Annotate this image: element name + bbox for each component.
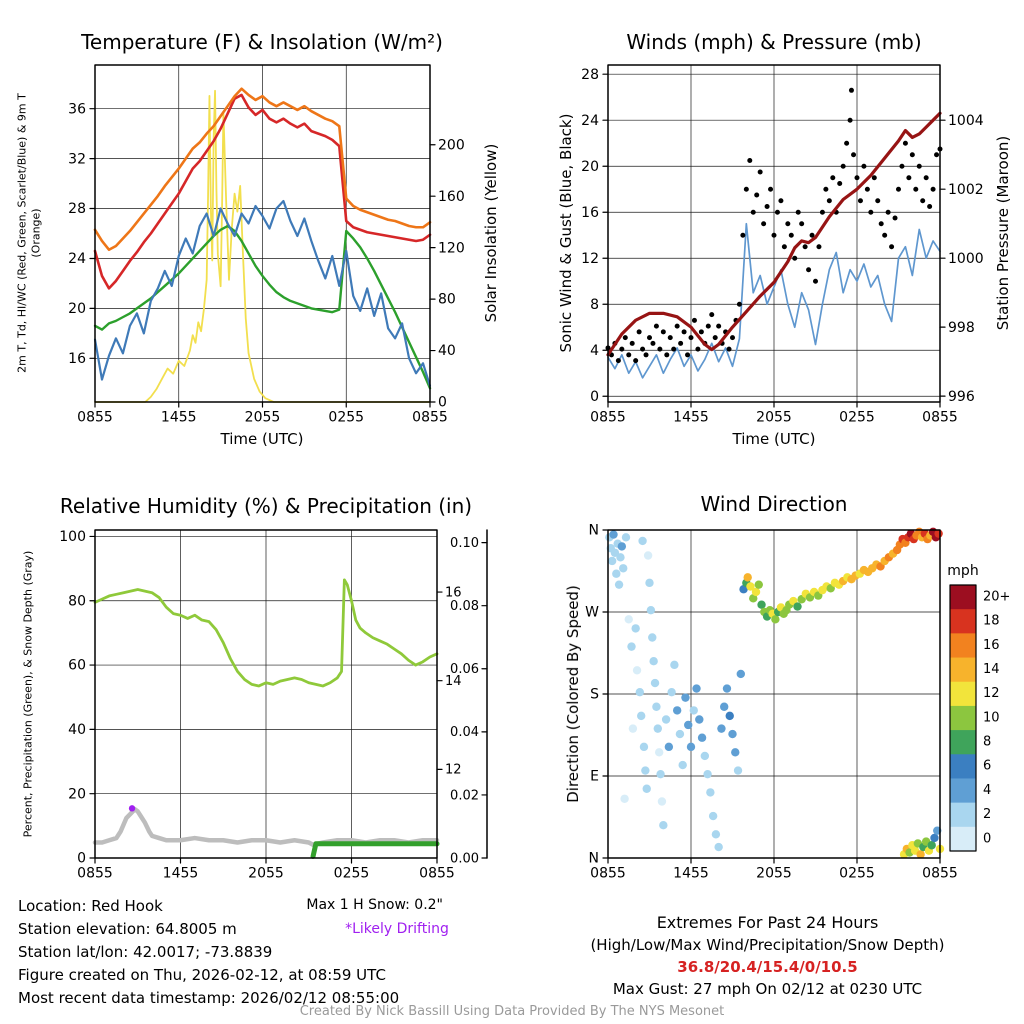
extremes-subtitle: (High/Low/Max Wind/Precipitation/Snow De… [590,936,945,954]
winds-chart-ylabel-right: Station Pressure (Maroon) [994,135,1012,331]
credit-line: Created By Nick Bassill Using Data Provi… [299,1004,725,1019]
temperature-chart-title: Temperature (F) & Insolation (W/m²) [81,30,443,54]
colorbar-title: mph [947,563,979,579]
winds-chart-xlabel: Time (UTC) [732,430,816,448]
max-snow-note: Max 1 H Snow: 0.2" [306,897,443,913]
footer-elevation: Station elevation: 64.8005 m [18,920,237,938]
extremes-values: 36.8/20.4/15.4/0/10.5 [677,958,858,976]
temperature-chart-xlabel: Time (UTC) [220,430,304,448]
direction-chart-ylabel-left: Direction (Colored By Speed) [564,585,582,803]
footer-latlon: Station lat/lon: 42.0017; -73.8839 [18,943,273,961]
winds-chart-ylabel-left: Sonic Wind & Gust (Blue, Black) [557,113,575,353]
extremes-title: Extremes For Past 24 Hours [656,913,879,932]
drifting-note: *Likely Drifting [345,921,449,937]
footer-timestamp: Most recent data timestamp: 2026/02/12 0… [18,989,400,1007]
humidity-chart-ylabel-left: Percent, Precipitation (Green), & Snow D… [21,550,35,838]
direction-chart-title: Wind Direction [700,492,848,516]
max-gust-note: Max Gust: 27 mph On 02/12 at 0230 UTC [612,980,923,998]
footer-location: Location: Red Hook [18,897,163,915]
humidity-chart-title: Relative Humidity (%) & Precipitation (i… [59,494,473,518]
footer-created: Figure created on Thu, 2026-02-12, at 08… [18,966,386,984]
temperature-chart-ylabel-left: 2m T, Td, HI/WC (Red, Green, Scarlet/Blu… [15,93,43,373]
temperature-chart-ylabel-right: Solar Insolation (Yellow) [482,143,500,323]
winds-chart-title: Winds (mph) & Pressure (mb) [626,30,922,54]
